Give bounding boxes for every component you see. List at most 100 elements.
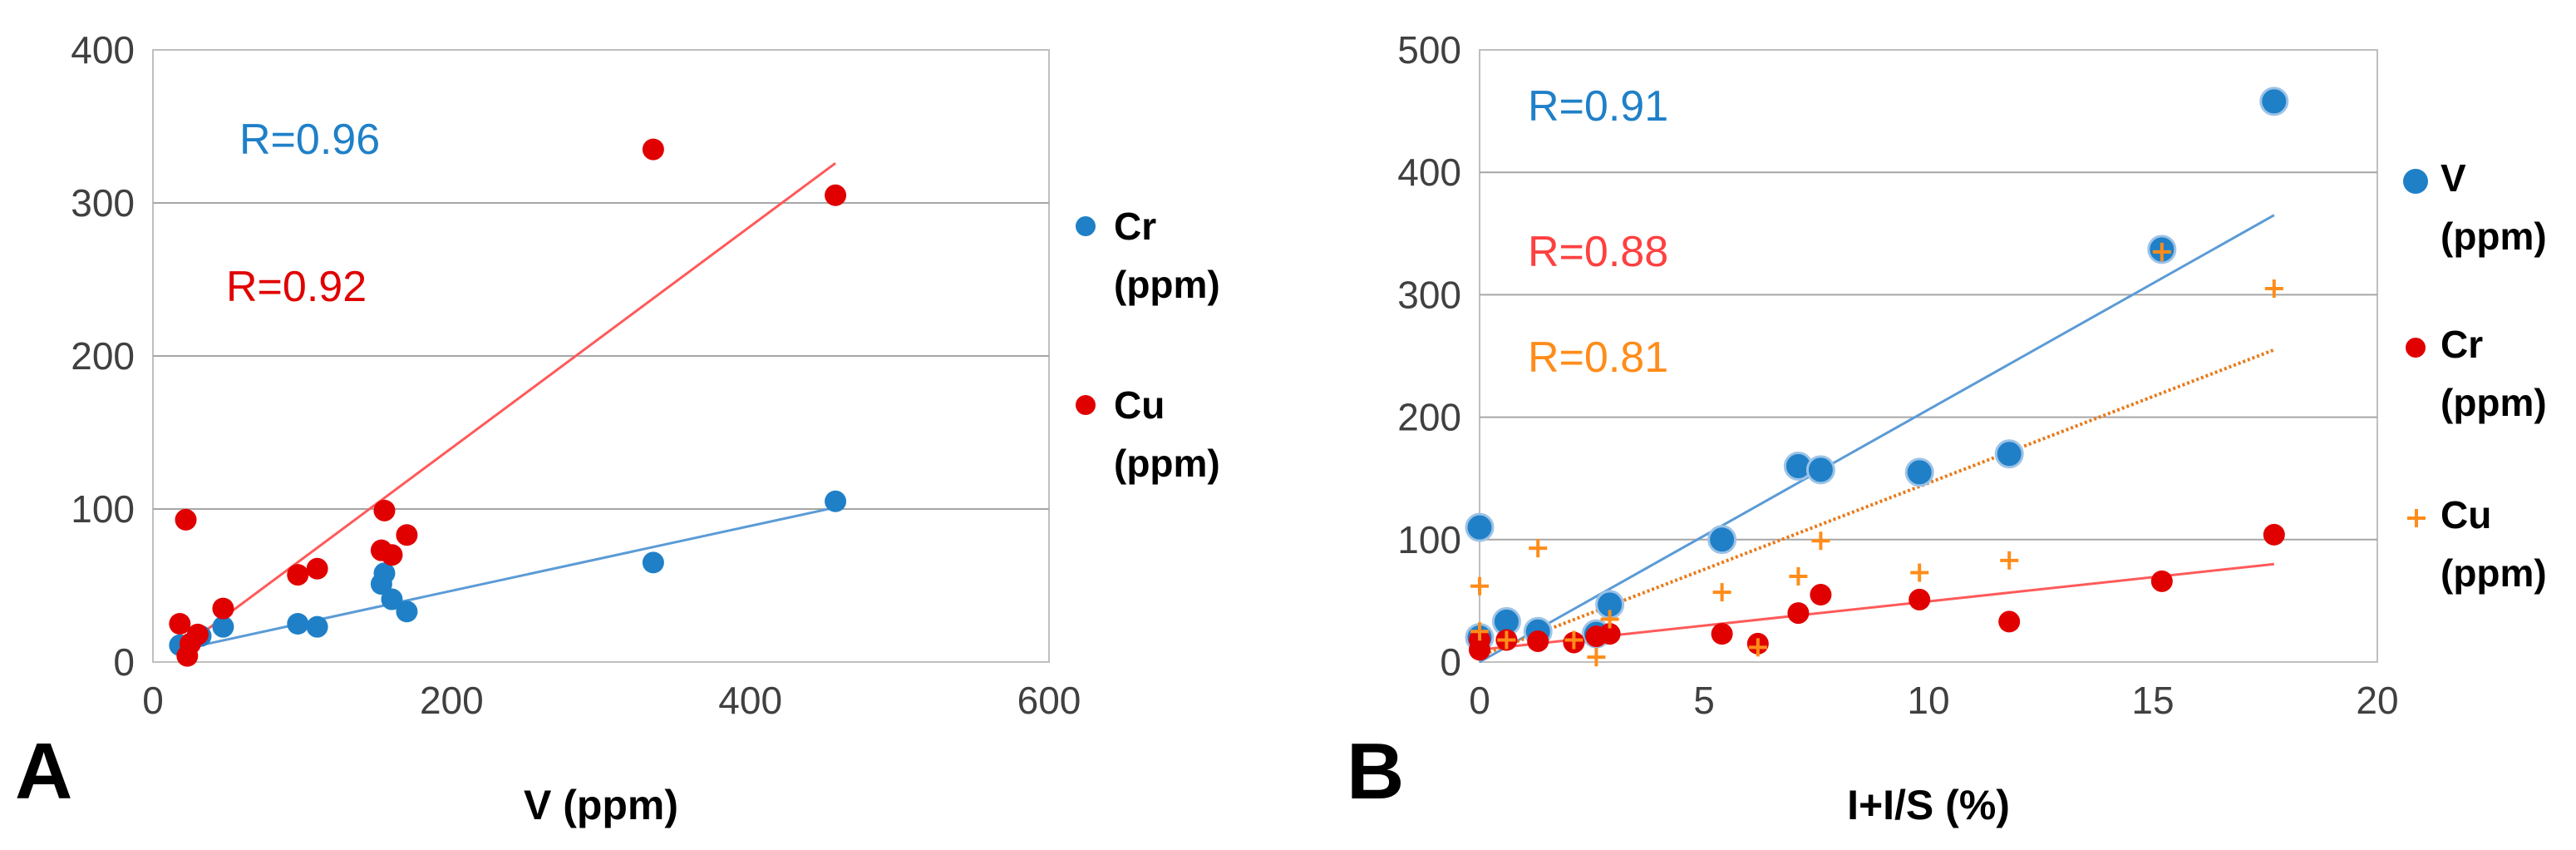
y-tick-label: 400 bbox=[1397, 151, 1461, 194]
data-point bbox=[1564, 630, 1584, 650]
data-point bbox=[1712, 583, 1731, 602]
data-point bbox=[306, 557, 328, 580]
data-point bbox=[825, 490, 847, 512]
data-point bbox=[373, 499, 396, 521]
y-tick-label: 0 bbox=[113, 640, 135, 684]
legend-b-cu-unit: (ppm) bbox=[2441, 551, 2547, 595]
x-tick-label: 15 bbox=[2131, 679, 2174, 722]
data-point bbox=[2264, 279, 2283, 299]
data-point bbox=[1787, 602, 1810, 625]
legend-b-v-label: V bbox=[2441, 156, 2466, 200]
data-point bbox=[373, 562, 396, 585]
data-point bbox=[381, 588, 403, 610]
panel-a-legend: Cr (ppm) Cu (ppm) bbox=[1076, 205, 1220, 485]
panel-a-y-ticks: 0 100 200 300 400 bbox=[71, 28, 135, 684]
trendline bbox=[1479, 214, 2275, 664]
data-point bbox=[396, 600, 418, 623]
data-point bbox=[1994, 439, 2024, 469]
legend-a-cu-unit: (ppm) bbox=[1114, 442, 1220, 485]
data-point bbox=[2152, 242, 2171, 261]
data-point bbox=[306, 615, 328, 638]
data-point bbox=[1789, 566, 1808, 586]
panel-a-annotation-cr: R=0.96 bbox=[239, 116, 380, 164]
y-tick-label: 300 bbox=[1397, 273, 1461, 316]
data-point bbox=[1711, 623, 1733, 645]
data-point bbox=[1904, 457, 1934, 487]
data-point bbox=[1805, 455, 1835, 485]
y-tick-label: 0 bbox=[1440, 640, 1461, 684]
data-point bbox=[1707, 525, 1737, 555]
data-point bbox=[396, 524, 418, 546]
y-tick-label: 100 bbox=[1397, 518, 1461, 561]
legend-b-v-marker bbox=[2403, 169, 2428, 194]
legend-b-cr-label: Cr bbox=[2441, 323, 2483, 366]
legend-a-cu-marker bbox=[1076, 395, 1096, 415]
panel-a-points bbox=[169, 138, 847, 667]
legend-b-cr-unit: (ppm) bbox=[2441, 381, 2547, 424]
x-tick-label: 5 bbox=[1693, 679, 1715, 722]
panel-b-x-ticks: 0 5 10 15 20 bbox=[1469, 679, 2398, 722]
data-point bbox=[186, 623, 209, 645]
legend-b-v-unit: (ppm) bbox=[2441, 215, 2547, 258]
legend-a-cr-unit: (ppm) bbox=[1114, 263, 1220, 306]
panel-b-gridlines bbox=[1480, 171, 2377, 541]
data-point bbox=[1748, 638, 1767, 657]
panel-b-points bbox=[1465, 86, 2289, 667]
panel-a: 0 100 200 300 400 0 200 400 600 V (ppm) A R=0.9… bbox=[15, 28, 1220, 828]
x-tick-label: 10 bbox=[1907, 679, 1949, 722]
panel-b-plot-area bbox=[1479, 49, 2378, 663]
panel-b: 0 100 200 300 400 500 0 5 10 15 20 I+I/S (%) B R=… bbox=[1347, 28, 2547, 828]
data-point bbox=[1470, 576, 1489, 595]
data-point bbox=[642, 551, 664, 574]
y-tick-label: 400 bbox=[71, 28, 135, 72]
data-point bbox=[1529, 539, 1548, 558]
y-tick-label: 100 bbox=[71, 487, 135, 531]
legend-a-cr-marker bbox=[1076, 216, 1096, 236]
data-point bbox=[1527, 630, 1549, 652]
data-point bbox=[287, 564, 309, 586]
data-point bbox=[642, 138, 664, 161]
y-tick-label: 200 bbox=[71, 334, 135, 378]
y-tick-label: 300 bbox=[71, 181, 135, 225]
panel-b-annotation-v: R=0.91 bbox=[1528, 82, 1668, 131]
y-tick-label: 500 bbox=[1397, 28, 1461, 72]
x-tick-label: 0 bbox=[142, 679, 164, 722]
data-point bbox=[1598, 623, 1621, 645]
legend-a-cr-label: Cr bbox=[1114, 205, 1156, 248]
data-point bbox=[212, 615, 234, 638]
panel-a-letter: A bbox=[15, 727, 72, 816]
data-point bbox=[825, 184, 847, 206]
data-point bbox=[1811, 531, 1830, 551]
data-point bbox=[2000, 551, 2019, 570]
legend-a-cu-label: Cu bbox=[1114, 383, 1165, 427]
y-tick-label: 200 bbox=[1397, 396, 1461, 439]
data-point bbox=[1497, 630, 1516, 650]
data-point bbox=[175, 508, 197, 531]
panel-a-gridlines bbox=[153, 202, 1049, 510]
panel-b-y-ticks: 0 100 200 300 400 500 bbox=[1397, 28, 1461, 684]
data-point bbox=[1909, 588, 1931, 610]
x-tick-label: 20 bbox=[2356, 679, 2398, 722]
panel-a-x-ticks: 0 200 400 600 bbox=[142, 679, 1081, 722]
panel-b-legend: V (ppm) Cr (ppm) Cu (ppm) bbox=[2403, 156, 2547, 595]
x-tick-label: 600 bbox=[1017, 679, 1081, 722]
data-point bbox=[2150, 570, 2173, 592]
data-point bbox=[1587, 648, 1606, 667]
data-point bbox=[1998, 610, 2021, 633]
data-point bbox=[381, 544, 403, 566]
data-point bbox=[169, 613, 191, 635]
data-point bbox=[287, 613, 309, 635]
x-tick-label: 200 bbox=[420, 679, 484, 722]
panel-b-annotation-cr: R=0.88 bbox=[1528, 228, 1668, 276]
panel-b-letter: B bbox=[1347, 727, 1404, 816]
data-point bbox=[2263, 523, 2285, 546]
panel-a-annotation-cu: R=0.92 bbox=[226, 263, 367, 311]
data-point bbox=[1910, 563, 1929, 582]
legend-b-cr-marker bbox=[2406, 338, 2426, 358]
data-point bbox=[1470, 622, 1489, 641]
panel-b-x-axis-title: I+I/S (%) bbox=[1847, 782, 2010, 828]
legend-b-cu-marker bbox=[2407, 509, 2426, 527]
panel-a-x-axis-title: V (ppm) bbox=[524, 782, 678, 828]
legend-b-cu-label: Cu bbox=[2441, 493, 2491, 536]
